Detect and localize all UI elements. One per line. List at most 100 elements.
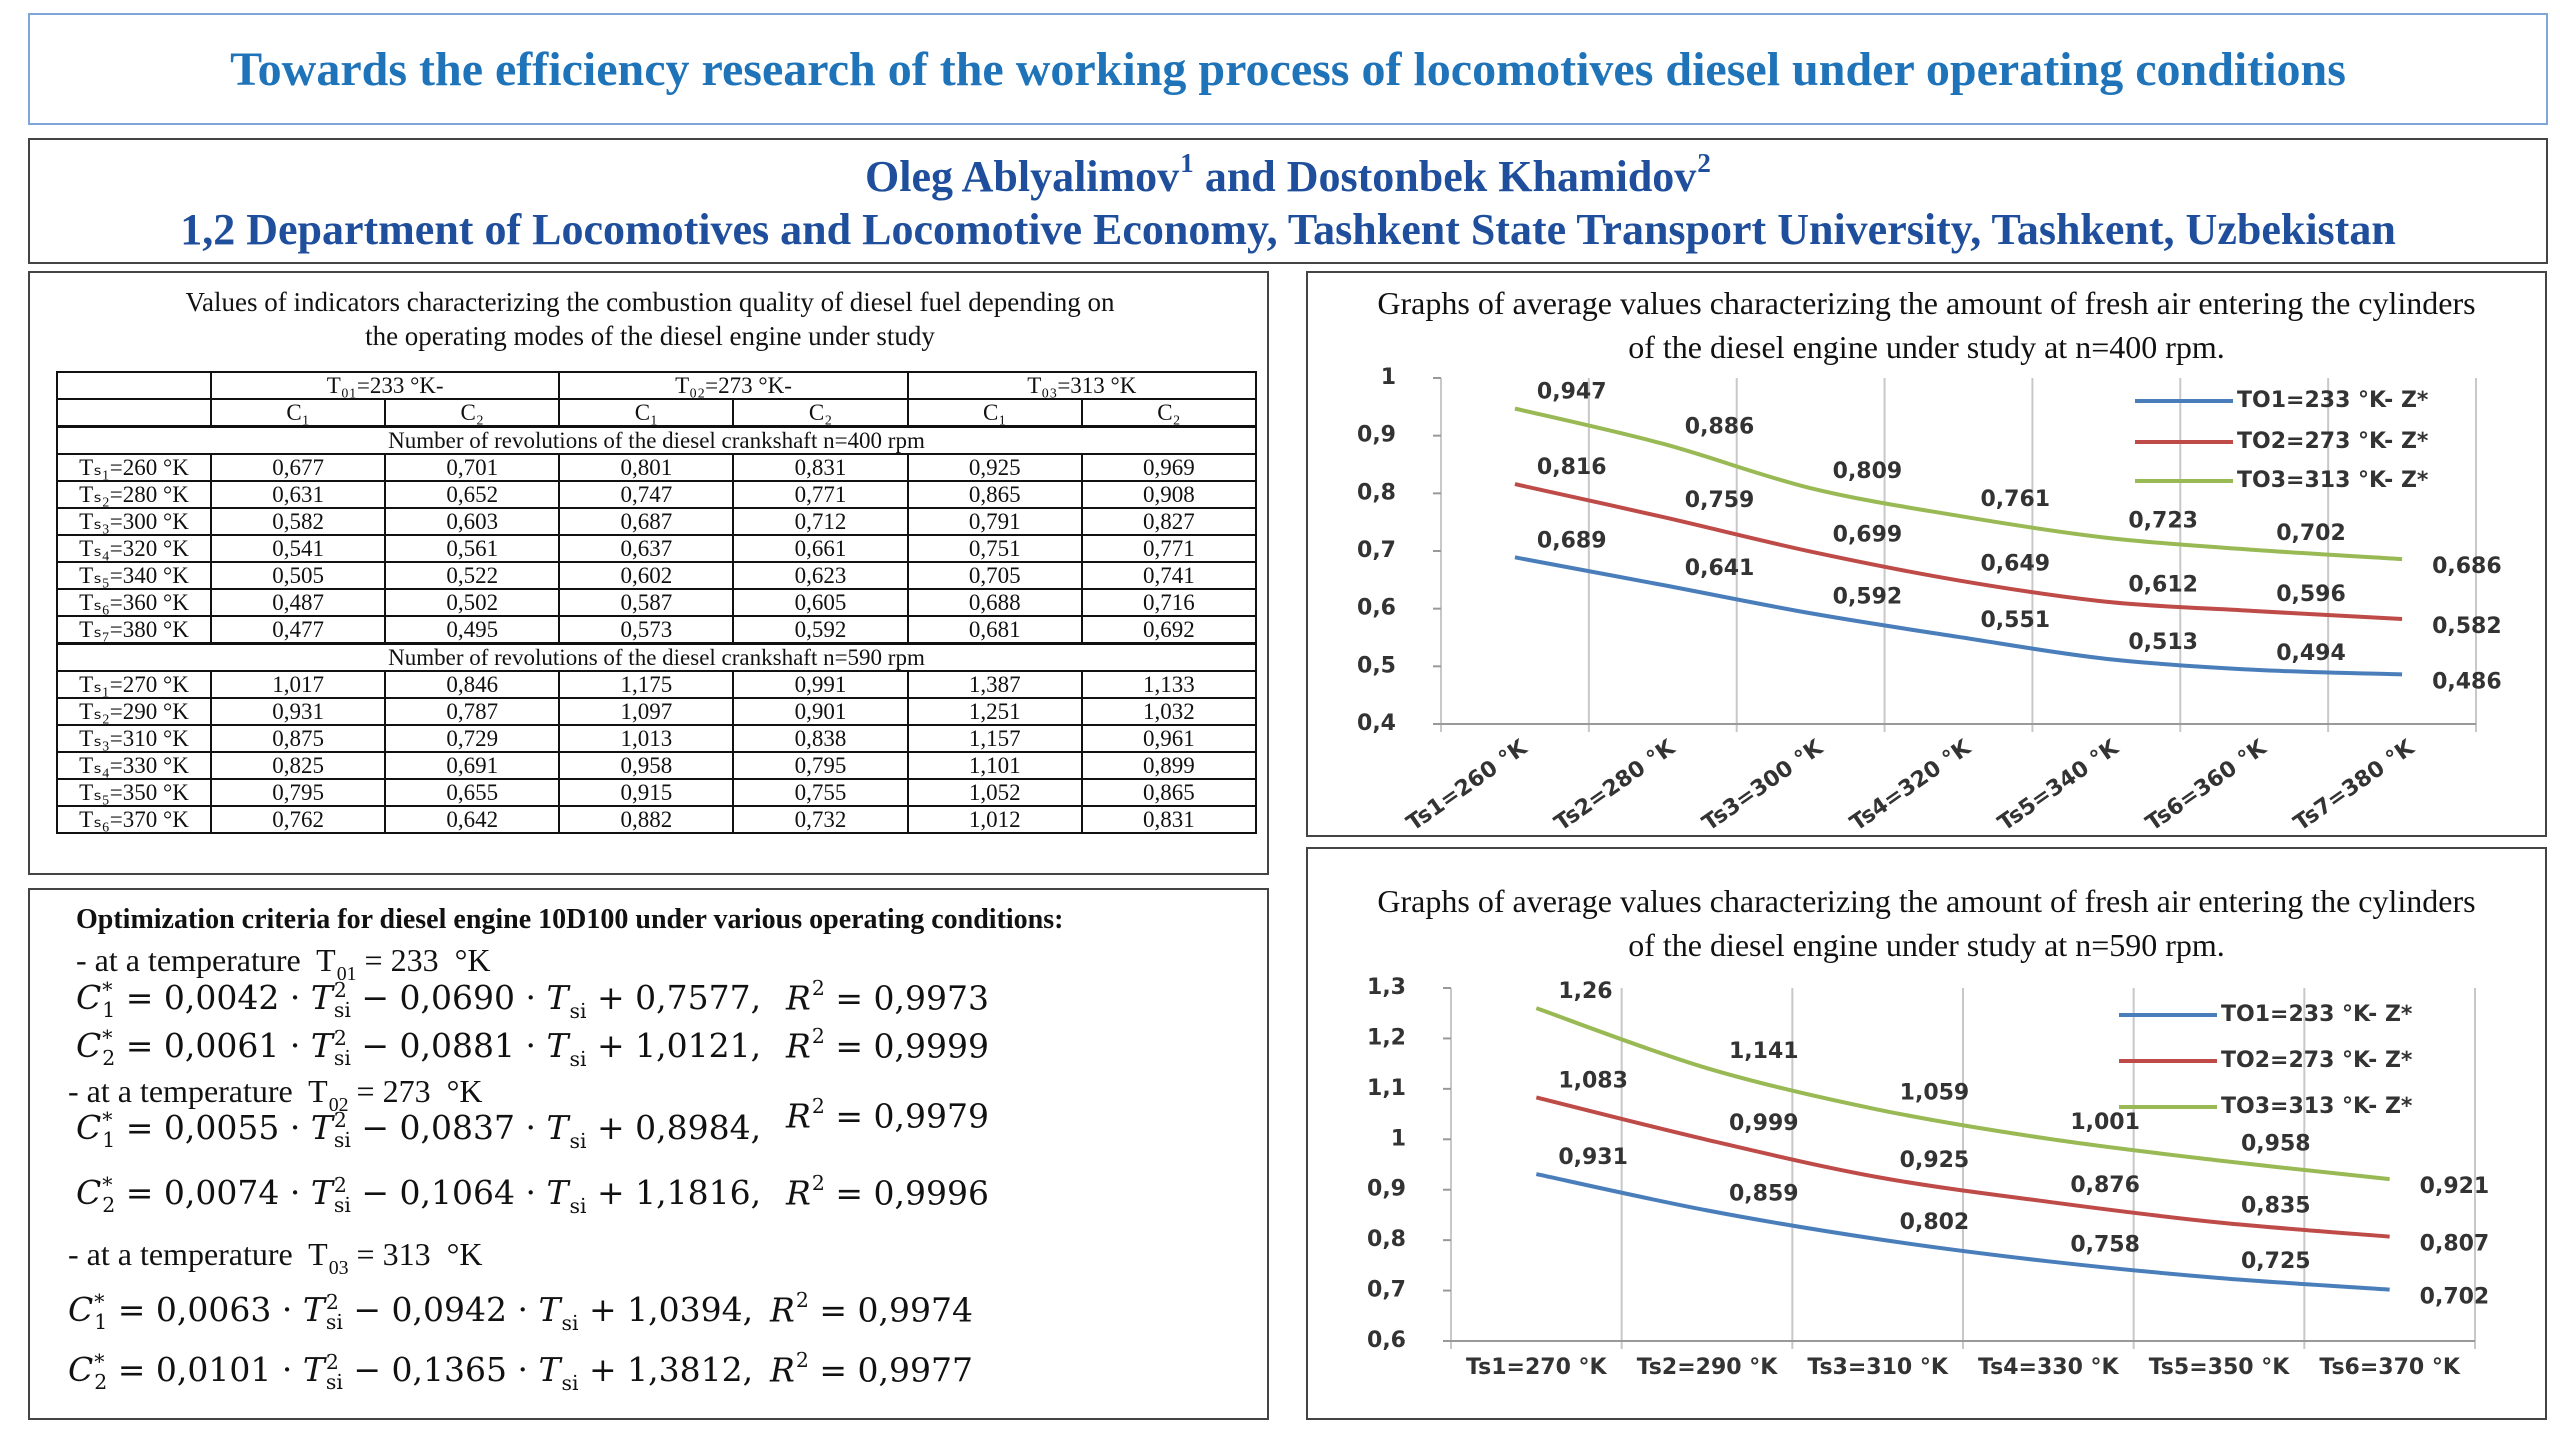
text: = 0,0055 · bbox=[115, 1108, 311, 1147]
subscript: 1 bbox=[102, 1128, 116, 1152]
superscript: 2 bbox=[1697, 148, 1711, 178]
series-line bbox=[1535, 1172, 2390, 1292]
cell: Tₛ₂=280 °K bbox=[56, 480, 212, 509]
subheader: C₂ bbox=[1080, 398, 1258, 428]
cell: 1,097 bbox=[558, 697, 735, 726]
data-label: 0,925 bbox=[1900, 1148, 1970, 1173]
cell: 1,251 bbox=[906, 697, 1083, 726]
superscript: * bbox=[94, 1289, 105, 1314]
cell: 0,661 bbox=[732, 534, 909, 563]
row: Tₛ₅=340 °K 0,505 0,522 0,602 0,623 0,705 0,741 bbox=[56, 561, 1258, 590]
subscript: si bbox=[561, 1371, 579, 1396]
cell: 0,477 bbox=[209, 615, 387, 645]
table-caption: Values of indicators characterizing the … bbox=[185, 287, 1115, 351]
group-header: T₀₁=233 °K- bbox=[209, 371, 561, 400]
text: = 0,0074 · bbox=[115, 1173, 311, 1212]
superscript: 2 bbox=[325, 1349, 339, 1374]
superscript: * bbox=[102, 1025, 113, 1050]
text: = 0,9979 bbox=[824, 1096, 989, 1136]
base: T bbox=[546, 1108, 569, 1147]
cell: 0,687 bbox=[558, 507, 735, 536]
script: si bbox=[569, 1049, 586, 1070]
authors: Oleg Ablyalimov 1 and Dostonbek Khamidov 2 bbox=[30, 148, 2546, 202]
cell: 0,771 bbox=[1080, 534, 1258, 563]
script: 2 bbox=[811, 1024, 825, 1048]
subscript: 1 bbox=[94, 1310, 108, 1334]
cell: 0,691 bbox=[384, 751, 561, 780]
x-tick-label: Ts6=360 °K bbox=[2142, 735, 2272, 835]
data-label: 0,686 bbox=[2432, 554, 2502, 579]
text: = 0,0061 · bbox=[115, 1026, 311, 1065]
data-table: T₀₁=233 °K- T₀₂=273 °K- T₀₃=313 °K C₁ C₂ C₁ C₂… bbox=[56, 371, 1258, 834]
series-line bbox=[1535, 1006, 2390, 1182]
y-tick-label: 0,6 bbox=[1357, 596, 1396, 621]
cell: Tₛ₅=340 °K bbox=[56, 561, 212, 590]
y-tick-label: 1 bbox=[1381, 365, 1396, 390]
optimization-title: Optimization criteria for diesel engine … bbox=[76, 904, 1064, 935]
cell: 1,101 bbox=[906, 751, 1083, 780]
cell: 0,716 bbox=[1080, 588, 1258, 617]
x-tick-label: Ts5=350 °K bbox=[2148, 1355, 2290, 1380]
cell: 0,623 bbox=[732, 561, 909, 590]
data-label: 0,931 bbox=[1558, 1145, 1628, 1170]
cell: 0,791 bbox=[906, 507, 1083, 536]
cell: Tₛ₆=360 °K bbox=[56, 588, 212, 617]
script: 2 bbox=[812, 1096, 825, 1117]
math-term: C * 1 bbox=[68, 1290, 107, 1332]
data-label: 0,876 bbox=[2070, 1173, 2140, 1198]
cell: 0,755 bbox=[732, 778, 909, 807]
cell: 0,908 bbox=[1080, 480, 1258, 509]
data-label: 0,702 bbox=[2420, 1285, 2490, 1310]
script: 03 bbox=[329, 1258, 349, 1279]
script: * 2 bbox=[102, 1025, 115, 1068]
y-tick-label: 0,8 bbox=[1367, 1227, 1406, 1252]
cell: 0,677 bbox=[209, 453, 387, 482]
subscript: si bbox=[325, 1370, 343, 1394]
data-label: 0,947 bbox=[1537, 380, 1607, 405]
subscript: 02 bbox=[328, 1093, 349, 1116]
subscript: si bbox=[569, 1129, 587, 1154]
text: Oleg Ablyalimov bbox=[865, 152, 1180, 202]
base: C bbox=[76, 1026, 102, 1065]
data-label: 1,083 bbox=[1558, 1068, 1628, 1093]
y-tick-label: 1 bbox=[1391, 1126, 1406, 1151]
cell: 0,573 bbox=[558, 615, 735, 645]
data-label: 0,641 bbox=[1685, 556, 1755, 581]
math-term: 03 bbox=[328, 1236, 349, 1279]
data-label: 0,699 bbox=[1833, 523, 1903, 548]
base: T bbox=[310, 978, 333, 1017]
text: - at a temperature T bbox=[68, 1236, 328, 1272]
cell: 1,017 bbox=[209, 670, 387, 699]
section-title: Number of revolutions of the diesel cran… bbox=[56, 425, 1257, 455]
base: T bbox=[546, 978, 569, 1017]
base: C bbox=[76, 1108, 102, 1147]
cell bbox=[56, 398, 212, 428]
x-tick-label: Ts6=370 °K bbox=[2319, 1355, 2460, 1380]
cell: 0,787 bbox=[384, 697, 561, 726]
cell: 1,133 bbox=[1080, 670, 1258, 699]
cell: 0,915 bbox=[558, 778, 735, 807]
subscript: si bbox=[569, 999, 587, 1024]
cell: 0,747 bbox=[558, 480, 735, 509]
superscript: * bbox=[102, 977, 113, 1002]
group-label: - at a temperature T 01 = 233 °K bbox=[76, 942, 491, 985]
subscript: si bbox=[569, 1194, 587, 1219]
cell: 0,502 bbox=[384, 588, 561, 617]
script: 2 si bbox=[334, 1109, 351, 1150]
script: 2 si bbox=[334, 1174, 351, 1215]
subheader-row: C₁ C₂ C₁ C₂ C₁ C₂ bbox=[56, 398, 1258, 428]
subscript: si bbox=[333, 1046, 351, 1070]
cell: 0,655 bbox=[384, 778, 561, 807]
superscript: 2 bbox=[811, 1024, 825, 1048]
math-term: C * 1 bbox=[76, 978, 115, 1020]
y-tick-label: 0,4 bbox=[1357, 711, 1396, 736]
data-label: 0,958 bbox=[2241, 1131, 2311, 1156]
y-tick-label: 1,2 bbox=[1367, 1025, 1406, 1050]
text: = 0,9974 bbox=[808, 1290, 973, 1330]
cell: 0,901 bbox=[732, 697, 909, 726]
